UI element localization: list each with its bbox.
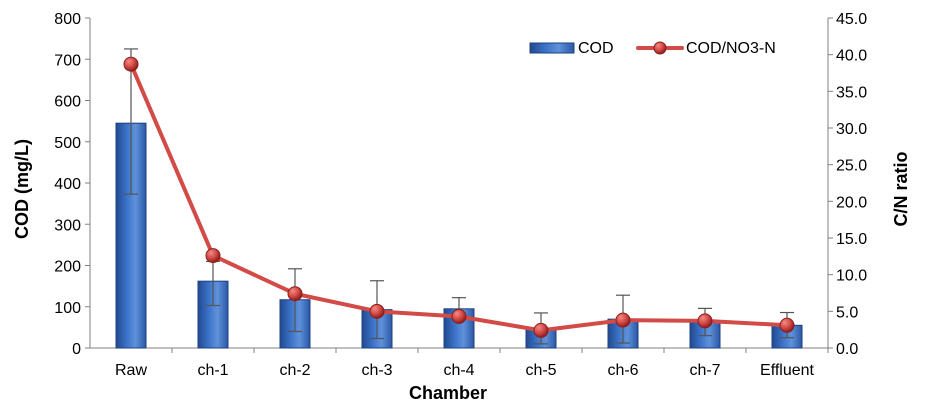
y2-tick-label: 10.0 — [836, 268, 867, 285]
legend-cod-swatch — [529, 42, 575, 54]
x-tick-label: ch-1 — [197, 362, 228, 379]
y2-tick-label: 40.0 — [836, 48, 867, 65]
legend-ratio-label: COD/NO3-N — [686, 40, 776, 57]
y2-tick-label: 30.0 — [836, 121, 867, 138]
y-axis-title: COD (mg/L) — [12, 139, 32, 239]
ratio-line — [129, 62, 789, 333]
y-tick-label: 400 — [54, 176, 81, 193]
x-axis-title: Chamber — [409, 383, 487, 403]
ratio-marker — [697, 313, 713, 329]
x-tick-label: ch-3 — [361, 362, 392, 379]
y2-tick-label: 45.0 — [836, 11, 867, 28]
x-tick-label: Raw — [115, 362, 147, 379]
markers-layer — [123, 56, 795, 338]
y2-tick-label: 15.0 — [836, 231, 867, 248]
y-tick-label: 100 — [54, 300, 81, 317]
y-tick-label: 200 — [54, 259, 81, 276]
y-tick-label: 800 — [54, 11, 81, 28]
y-tick-label: 700 — [54, 52, 81, 69]
ratio-marker — [533, 322, 549, 338]
ratio-marker — [123, 56, 139, 72]
y-tick-label: 500 — [54, 135, 81, 152]
x-tick-label: ch-6 — [607, 362, 638, 379]
x-tick-label: ch-5 — [525, 362, 556, 379]
ratio-marker — [287, 286, 303, 302]
line-layer — [129, 62, 789, 333]
y-tick-label: 300 — [54, 217, 81, 234]
x-tick-label: ch-7 — [689, 362, 720, 379]
ticks-layer: 0 100 200 300 400 500 600 700 800 0.0 5.0 10.0 15.0 2… — [54, 11, 867, 379]
legend-ratio-marker — [653, 41, 667, 55]
y2-tick-label: 35.0 — [836, 84, 867, 101]
y2-tick-label: 25.0 — [836, 158, 867, 175]
ratio-marker — [451, 308, 467, 324]
y-tick-label: 0 — [72, 341, 81, 358]
x-tick-label: Effluent — [760, 362, 815, 379]
ratio-marker — [615, 312, 631, 328]
y2-tick-label: 5.0 — [836, 304, 858, 321]
ratio-marker — [779, 317, 795, 333]
legend-cod-label: COD — [578, 40, 614, 57]
x-tick-label: ch-2 — [279, 362, 310, 379]
y2-tick-label: 20.0 — [836, 194, 867, 211]
legend: COD COD/NO3-N — [529, 40, 776, 57]
x-tick-label: ch-4 — [443, 362, 474, 379]
ratio-marker — [205, 248, 221, 264]
ratio-marker — [369, 303, 385, 319]
y2-axis-title: C/N ratio — [891, 151, 911, 226]
y-tick-label: 600 — [54, 94, 81, 111]
y2-tick-label: 0.0 — [836, 341, 858, 358]
bars-layer — [115, 122, 803, 349]
